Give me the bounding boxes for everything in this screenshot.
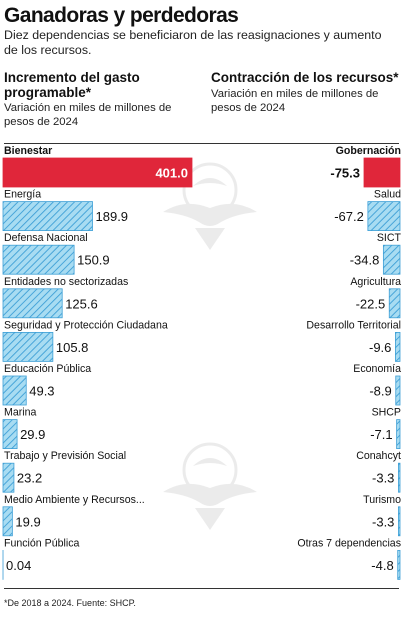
right-bar bbox=[395, 375, 401, 406]
eagle-emblem-icon bbox=[163, 162, 257, 250]
right-category-label: SHCP bbox=[372, 407, 401, 419]
left-bar bbox=[2, 419, 18, 450]
left-bar bbox=[2, 331, 54, 362]
left-value-label: 49.3 bbox=[29, 384, 54, 399]
right-category-label: Turismo bbox=[363, 494, 401, 506]
top-rule bbox=[4, 143, 399, 144]
left-value-label: 105.8 bbox=[56, 340, 89, 355]
left-category-label: Energía bbox=[4, 189, 41, 201]
left-bar bbox=[2, 375, 27, 406]
left-value-label: 19.9 bbox=[15, 514, 40, 529]
left-value-label: 150.9 bbox=[77, 253, 110, 268]
right-bar bbox=[382, 244, 401, 275]
left-category-label: Defensa Nacional bbox=[4, 232, 88, 244]
footnote: *De 2018 a 2024. Fuente: SHCP. bbox=[4, 598, 136, 608]
right-value-label: -7.1 bbox=[370, 427, 392, 442]
right-value-label: -75.3 bbox=[330, 166, 360, 181]
right-category-label: Economía bbox=[353, 363, 401, 375]
left-value-label: 189.9 bbox=[96, 209, 129, 224]
left-value-label: 125.6 bbox=[65, 296, 98, 311]
right-bar bbox=[396, 419, 401, 450]
right-panel-heading: Contracción de los recursos* bbox=[211, 70, 399, 85]
left-category-label: Marina bbox=[4, 407, 36, 419]
right-value-label: -9.6 bbox=[369, 340, 391, 355]
left-panel-heading: Incremento del gasto programable* bbox=[4, 70, 140, 100]
right-value-label: -3.3 bbox=[372, 514, 394, 529]
right-category-label: Salud bbox=[374, 189, 401, 201]
left-category-label: Educación Pública bbox=[4, 363, 91, 375]
left-value-label: 23.2 bbox=[17, 471, 42, 486]
right-bar bbox=[397, 550, 401, 580]
right-bar bbox=[398, 462, 401, 493]
right-category-label: Desarrollo Territorial bbox=[306, 319, 401, 331]
right-category-label: Gobernación bbox=[336, 145, 401, 157]
right-value-label: -22.5 bbox=[356, 296, 386, 311]
right-category-label: Agricultura bbox=[350, 276, 401, 288]
left-value-label: 401.0 bbox=[155, 166, 188, 181]
right-panel-note: Variación en miles de millones de pesos … bbox=[211, 88, 379, 114]
chart-subtitle: Diez dependencias se beneficiaron de las… bbox=[4, 28, 382, 57]
left-bar bbox=[2, 201, 93, 232]
chart-title: Ganadoras y perdedoras bbox=[4, 4, 239, 27]
left-category-label: Función Pública bbox=[4, 537, 79, 549]
right-bar bbox=[388, 288, 401, 319]
right-category-label: SICT bbox=[377, 232, 402, 244]
bottom-rule bbox=[4, 588, 399, 589]
left-value-label: 0.04 bbox=[6, 558, 31, 573]
right-value-label: -4.8 bbox=[371, 558, 393, 573]
left-bar bbox=[2, 157, 193, 188]
left-category-label: Trabajo y Previsión Social bbox=[4, 450, 126, 462]
left-category-label: Medio Ambiente y Recursos... bbox=[4, 494, 145, 506]
right-bar bbox=[363, 157, 401, 188]
right-value-label: -67.2 bbox=[334, 209, 364, 224]
left-category-label: Entidades no sectorizadas bbox=[4, 276, 128, 288]
right-category-label: Conahcyt bbox=[356, 450, 401, 462]
right-value-label: -8.9 bbox=[369, 384, 391, 399]
left-category-label: Bienestar bbox=[4, 145, 52, 157]
left-bar bbox=[2, 506, 13, 537]
right-value-label: -3.3 bbox=[372, 471, 394, 486]
right-bar bbox=[395, 331, 401, 362]
right-value-label: -34.8 bbox=[350, 253, 380, 268]
eagle-emblem-icon bbox=[163, 442, 257, 530]
left-panel-note: Variación en miles de millones de pesos … bbox=[4, 102, 172, 128]
right-bar bbox=[398, 506, 401, 537]
right-category-label: Otras 7 dependencias bbox=[297, 537, 401, 549]
left-value-label: 29.9 bbox=[20, 427, 45, 442]
left-bar bbox=[2, 244, 75, 275]
left-bar bbox=[2, 462, 15, 493]
right-bar bbox=[367, 201, 401, 232]
left-category-label: Seguridad y Protección Ciudadana bbox=[4, 319, 168, 331]
left-bar bbox=[2, 288, 63, 319]
